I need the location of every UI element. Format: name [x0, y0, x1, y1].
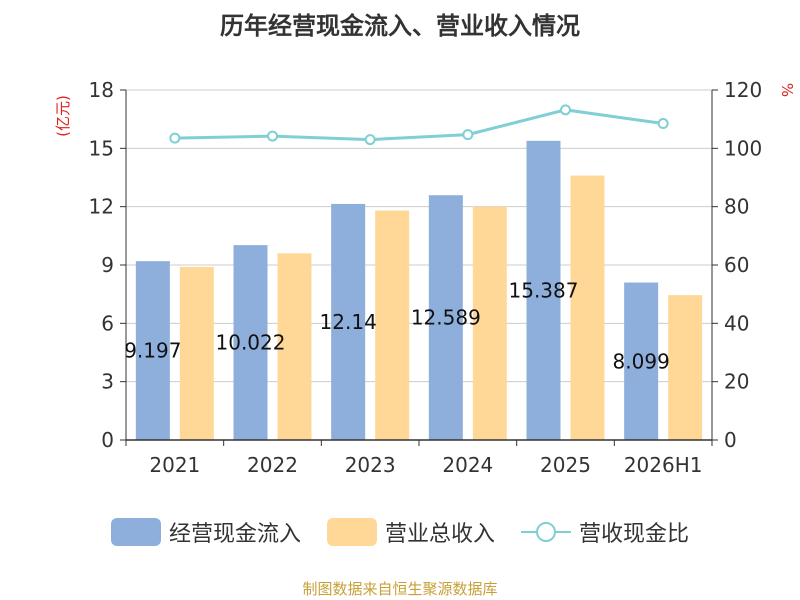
ratio-point: [364, 134, 376, 146]
tick-labels: 0 3 6 9 12 15 18 0 20 40 60 80 100 120 2021 2022 2023 202…: [89, 78, 763, 477]
right-axis-unit: %: [778, 83, 796, 97]
left-tick-label: 12: [89, 195, 114, 219]
data-label-cash-inflow: 12.14: [320, 310, 377, 334]
x-tick-label: 2023: [345, 453, 396, 477]
axes: [120, 89, 718, 446]
bar-cash-inflow: [428, 195, 463, 440]
right-tick-label: 40: [724, 311, 749, 335]
data-label-cash-inflow: 9.197: [124, 339, 181, 363]
legend-item-ratio[interactable]: 营收现金比: [521, 516, 689, 548]
left-tick-label: 6: [101, 311, 114, 335]
bar-revenue: [668, 295, 703, 440]
legend-label-cash-inflow: 经营现金流入: [168, 522, 301, 547]
legend-swatch-ratio: [521, 522, 571, 542]
left-tick-label: 15: [89, 136, 114, 160]
source-footer: 制图数据来自恒生聚源数据库: [302, 580, 498, 598]
bar-cash-inflow: [624, 282, 659, 440]
x-tick-label: 2025: [540, 453, 591, 477]
bar-revenue: [277, 253, 312, 440]
data-label-cash-inflow: 8.099: [613, 349, 670, 373]
left-tick-label: 3: [101, 370, 114, 394]
chart-title: 历年经营现金流入、营业收入情况: [220, 12, 580, 40]
x-tick-label: 2026H1: [624, 453, 703, 477]
right-tick-label: 60: [724, 253, 749, 277]
x-tick-label: 2021: [149, 453, 200, 477]
legend-label-ratio: 营收现金比: [579, 522, 690, 547]
grid-lines: [126, 89, 712, 383]
left-tick-label: 0: [101, 428, 114, 452]
bar-cash-inflow: [233, 245, 268, 440]
bar-revenue: [375, 210, 410, 440]
ratio-line: [169, 104, 669, 146]
legend-swatch-cash-inflow: [110, 518, 161, 546]
bar-revenue: [179, 266, 214, 440]
right-tick-label: 100: [724, 136, 762, 160]
legend-swatch-revenue: [326, 518, 377, 546]
left-tick-label: 9: [101, 253, 114, 277]
left-axis-unit: (亿元): [54, 95, 72, 137]
ratio-point: [462, 129, 474, 141]
bar-cash-inflow: [135, 261, 170, 440]
bar-revenue: [472, 206, 507, 440]
bar-marks: [135, 140, 703, 441]
right-tick-label: 120: [724, 78, 762, 102]
right-tick-label: 20: [724, 370, 749, 394]
bar-cash-inflow: [331, 203, 366, 440]
data-label-cash-inflow: 10.022: [216, 331, 286, 355]
ratio-polyline: [174, 108, 664, 142]
left-tick-label: 18: [89, 78, 114, 102]
ratio-point: [657, 118, 669, 130]
data-labels: 9.197 10.022 12.14 12.589 15.387 8.099: [124, 278, 670, 373]
legend: 经营现金流入 营业总收入 营收现金比: [0, 516, 800, 548]
legend-item-cash-inflow[interactable]: 经营现金流入: [110, 516, 301, 548]
x-tick-label: 2022: [247, 453, 298, 477]
ratio-point: [560, 104, 571, 116]
data-label-cash-inflow: 12.589: [411, 306, 481, 330]
bar-cash-inflow: [526, 140, 561, 440]
ratio-point: [267, 130, 278, 142]
legend-item-revenue[interactable]: 营业总收入: [326, 516, 495, 548]
right-tick-label: 80: [724, 195, 749, 219]
legend-label-revenue: 营业总收入: [384, 522, 495, 547]
x-tick-label: 2024: [442, 453, 493, 477]
ratio-point: [169, 132, 181, 144]
right-tick-label: 0: [724, 428, 737, 452]
bar-revenue: [570, 175, 605, 441]
data-label-cash-inflow: 15.387: [509, 278, 579, 302]
